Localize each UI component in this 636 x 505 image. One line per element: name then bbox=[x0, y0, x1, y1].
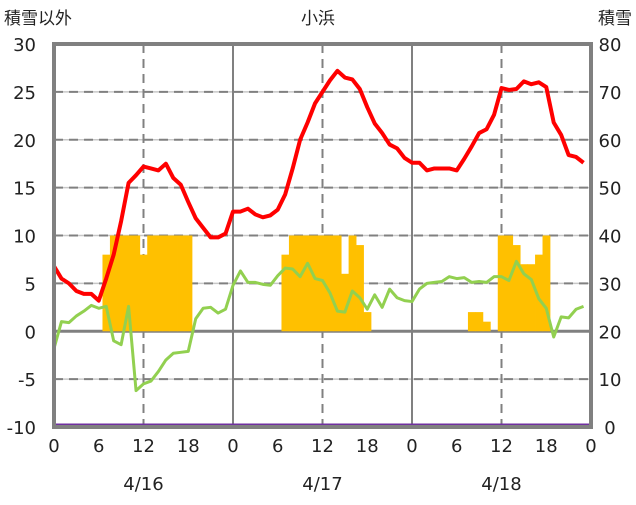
x-tick-label: 0 bbox=[48, 436, 59, 457]
left-axis-label: 積雪以外 bbox=[4, 9, 72, 29]
x-tick-label: 12 bbox=[490, 436, 513, 457]
snow-bar bbox=[162, 235, 171, 332]
x-tick-label: 18 bbox=[356, 436, 379, 457]
snow-bar bbox=[475, 312, 484, 332]
x-tick-label: 6 bbox=[451, 436, 462, 457]
snow-bar bbox=[184, 235, 193, 332]
right-tick-label: 40 bbox=[599, 227, 622, 248]
snow-bar bbox=[356, 245, 364, 332]
right-axis-label: 積雪 bbox=[598, 9, 632, 29]
labels: 積雪以外 小浜 積雪 302520151050-5-10807060504030… bbox=[4, 9, 632, 495]
snow-bar bbox=[109, 235, 118, 332]
left-tick-label: -5 bbox=[18, 370, 36, 391]
snow-bar bbox=[281, 254, 290, 332]
snow-bar bbox=[482, 321, 491, 332]
snow-bar bbox=[326, 235, 335, 332]
left-tick-label: -10 bbox=[7, 418, 36, 439]
snow-bar bbox=[497, 235, 506, 332]
snow-bar bbox=[505, 235, 514, 332]
snow-bar bbox=[132, 235, 141, 332]
left-tick-label: 5 bbox=[25, 274, 36, 295]
right-tick-label: 80 bbox=[599, 35, 622, 56]
snow-bar bbox=[348, 235, 357, 332]
x-tick-label: 12 bbox=[311, 436, 334, 457]
left-tick-label: 25 bbox=[13, 83, 36, 104]
snow-bar bbox=[102, 254, 111, 332]
snow-bar bbox=[117, 235, 126, 332]
snow-bar bbox=[288, 235, 297, 332]
snow-bar bbox=[303, 235, 312, 332]
snow-bar bbox=[512, 245, 521, 332]
snow-bar bbox=[124, 235, 133, 332]
snow-bar bbox=[467, 312, 476, 332]
snow-bar bbox=[296, 235, 305, 332]
left-tick-label: 15 bbox=[13, 179, 36, 200]
snow-bar bbox=[147, 235, 156, 332]
left-tick-label: 20 bbox=[13, 131, 36, 152]
right-tick-label: 0 bbox=[604, 418, 615, 439]
plot-frame bbox=[52, 42, 593, 429]
left-tick-label: 0 bbox=[25, 322, 36, 343]
snow-bar bbox=[177, 235, 185, 332]
left-tick-label: 30 bbox=[13, 35, 36, 56]
snow-bar bbox=[535, 254, 543, 332]
snow-bar bbox=[333, 235, 342, 332]
snow-bar bbox=[139, 254, 148, 332]
series-red bbox=[52, 68, 585, 303]
series-green bbox=[52, 259, 585, 393]
right-tick-label: 60 bbox=[599, 131, 622, 152]
x-tick-label: 12 bbox=[132, 436, 155, 457]
x-tick-label: 0 bbox=[585, 436, 596, 457]
frame bbox=[52, 42, 593, 429]
snow-bar bbox=[341, 273, 350, 332]
date-label: 4/18 bbox=[481, 474, 521, 495]
date-label: 4/17 bbox=[302, 474, 342, 495]
chart-title: 小浜 bbox=[301, 9, 335, 29]
snow-bar bbox=[363, 312, 372, 332]
x-tick-label: 6 bbox=[93, 436, 104, 457]
right-tick-label: 20 bbox=[599, 322, 622, 343]
x-tick-label: 6 bbox=[272, 436, 283, 457]
snow-bar bbox=[311, 235, 320, 332]
right-tick-label: 30 bbox=[599, 274, 622, 295]
left-tick-label: 10 bbox=[13, 227, 36, 248]
x-tick-label: 18 bbox=[177, 436, 200, 457]
x-tick-label: 18 bbox=[535, 436, 558, 457]
snow-bar bbox=[527, 264, 536, 332]
snow-bar bbox=[520, 264, 529, 332]
x-tick-label: 0 bbox=[227, 436, 238, 457]
snow-bar bbox=[154, 235, 163, 332]
snow-bar bbox=[169, 235, 178, 332]
right-tick-label: 10 bbox=[599, 370, 622, 391]
right-tick-label: 50 bbox=[599, 179, 622, 200]
right-tick-label: 70 bbox=[599, 83, 622, 104]
date-label: 4/16 bbox=[123, 474, 163, 495]
snow-bars bbox=[102, 235, 551, 332]
x-tick-label: 0 bbox=[406, 436, 417, 457]
snow-bar bbox=[542, 235, 551, 332]
